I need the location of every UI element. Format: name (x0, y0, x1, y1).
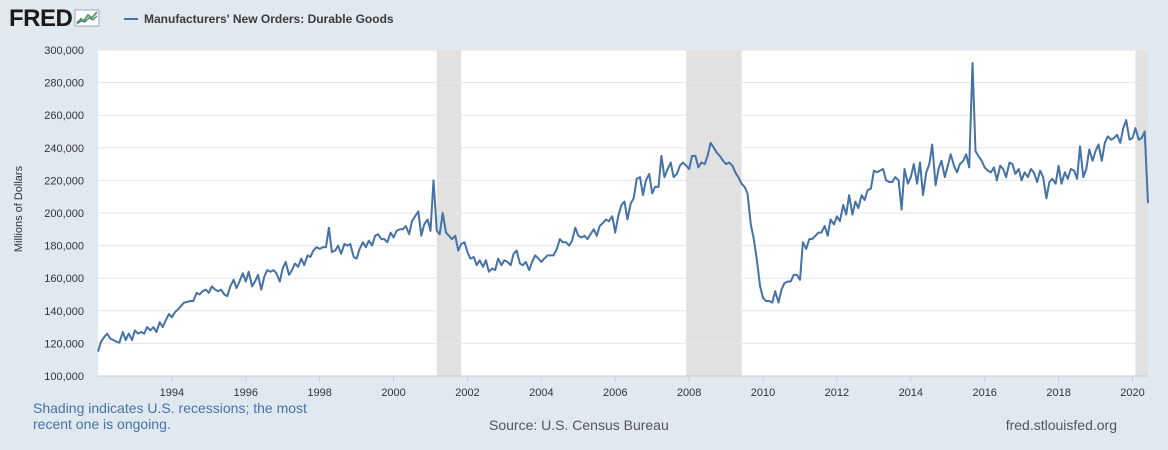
line-graph-icon (74, 9, 100, 27)
x-tick-label: 2012 (825, 387, 849, 399)
x-tick-label: 1996 (234, 387, 258, 399)
x-tick-label: 2018 (1046, 387, 1070, 399)
chart-legend: Manufacturers' New Orders: Durable Goods (124, 12, 394, 26)
x-axis: 1994 1996 1998 2000 2002 2004 2006 2008 2010 2012… (98, 375, 1148, 399)
x-tick-label: 2002 (455, 387, 479, 399)
fred-logo[interactable]: FRED (9, 6, 100, 32)
x-tick-label: 2020 (1120, 387, 1144, 399)
x-tick-label: 1994 (160, 387, 184, 399)
y-tick-label: 180,000 (44, 241, 84, 253)
series-layer (97, 62, 1149, 352)
y-tick-label: 200,000 (44, 208, 84, 220)
site-url[interactable]: fred.stlouisfed.org (1005, 417, 1117, 433)
y-tick-label: 240,000 (44, 143, 84, 155)
chart-header: FRED Manufacturers' New Orders: Durable … (0, 0, 1168, 40)
x-tick-label: 2016 (972, 387, 996, 399)
x-tick-label: 2008 (677, 387, 701, 399)
source-text: Source: U.S. Census Bureau (489, 417, 669, 433)
x-tick-label: 1998 (307, 387, 331, 399)
y-tick-label: 140,000 (44, 306, 84, 318)
y-tick-label: 220,000 (44, 175, 84, 187)
y-tick-label: 160,000 (44, 273, 84, 285)
y-tick-label: 300,000 (44, 45, 84, 57)
x-tick-label: 2000 (381, 387, 405, 399)
fred-logo-text: FRED (9, 5, 73, 32)
x-tick-label: 2004 (529, 387, 553, 399)
recession-note: Shading indicates U.S. recessions; the m… (33, 400, 307, 432)
y-tick-label: 120,000 (44, 338, 84, 350)
legend-series-label: Manufacturers' New Orders: Durable Goods (144, 12, 394, 26)
x-tick-label: 2006 (603, 387, 627, 399)
x-tick-label: 2010 (751, 387, 775, 399)
y-axis-title: Millions of Dollars (13, 165, 25, 253)
series-line (97, 62, 1149, 352)
y-tick-label: 100,000 (44, 371, 84, 383)
legend-swatch (124, 18, 138, 20)
y-axis: 100,000 120,000 140,000 160,000 180,000 200,0… (44, 45, 84, 383)
y-tick-label: 260,000 (44, 110, 84, 122)
x-tick-label: 2014 (899, 387, 923, 399)
y-tick-label: 280,000 (44, 78, 84, 90)
